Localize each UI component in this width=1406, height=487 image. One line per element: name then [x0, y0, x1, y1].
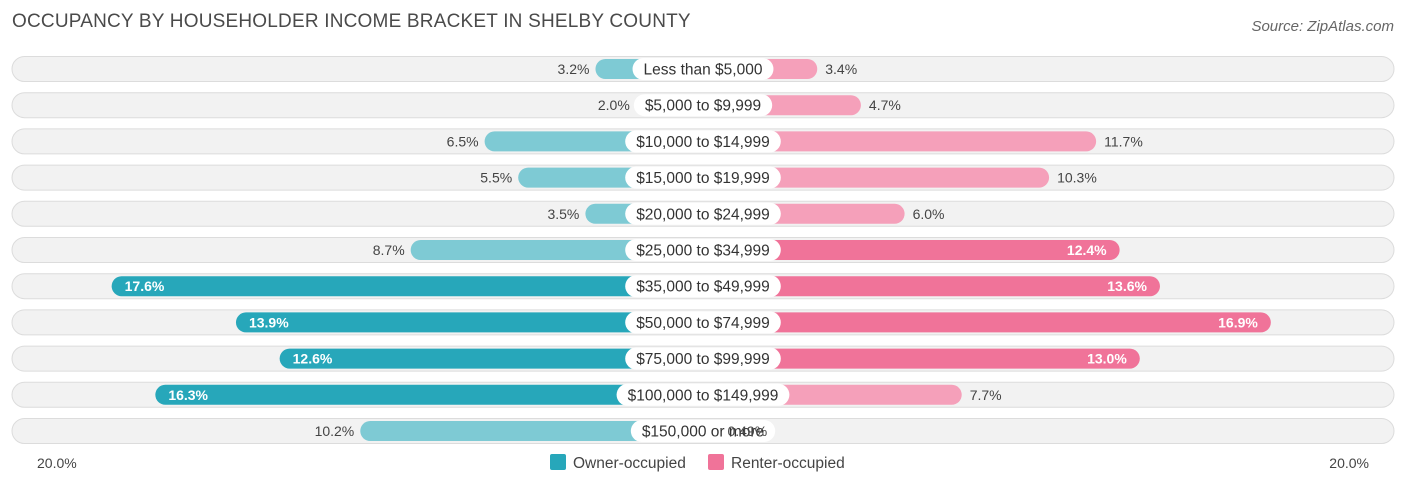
renter-value-label: 10.3%: [1057, 170, 1097, 186]
category-pill: [632, 58, 774, 80]
category-pill: [625, 166, 781, 189]
renter-value-label: 16.9%: [1218, 314, 1258, 330]
owner-value-label: 3.2%: [558, 61, 590, 77]
category-label: $35,000 to $49,999: [636, 279, 770, 296]
legend-swatch-owner: [550, 454, 566, 470]
legend-label-renter: Renter-occupied: [731, 455, 845, 472]
chart-title: OCCUPANCY BY HOUSEHOLDER INCOME BRACKET …: [12, 11, 691, 32]
category-label: $100,000 to $149,999: [628, 387, 779, 404]
renter-value-label: 11.7%: [1104, 133, 1143, 149]
category-pill: [625, 130, 781, 153]
owner-bar: [360, 421, 703, 441]
renter-bar: [703, 240, 1120, 260]
category-pill: [616, 383, 790, 406]
owner-value-label: 6.5%: [447, 133, 479, 149]
renter-bar: [703, 348, 1140, 369]
owner-value-label: 5.5%: [480, 170, 512, 186]
chart-row: $5,000 to $9,999 2.0% 4.7%: [11, 92, 1395, 119]
chart-row: $35,000 to $49,999 17.6% 13.6%: [11, 273, 1395, 300]
axis-label-right: 20.0%: [1329, 455, 1369, 471]
category-label: $5,000 to $9,999: [645, 98, 761, 115]
renter-value-label: 3.4%: [825, 61, 857, 77]
category-pill: [625, 275, 781, 298]
legend-label-owner: Owner-occupied: [573, 455, 686, 472]
category-pill: [625, 202, 781, 225]
renter-bar: [703, 167, 1050, 188]
renter-bar: [703, 312, 1271, 333]
chart-row: $20,000 to $24,999 3.5% 6.0%: [11, 200, 1395, 227]
category-label: $20,000 to $24,999: [636, 206, 770, 223]
renter-value-label: 6.0%: [913, 206, 945, 222]
chart-row: $75,000 to $99,999 12.6% 13.0%: [11, 345, 1395, 372]
chart-row: Less than $5,000 3.2% 3.4%: [11, 56, 1395, 82]
renter-value-label: 0.49%: [727, 423, 767, 439]
owner-bar: [155, 384, 703, 405]
renter-bar: [703, 276, 1160, 297]
category-pill: [630, 420, 776, 442]
owner-value-label: 3.5%: [547, 206, 579, 222]
renter-value-label: 7.7%: [970, 387, 1002, 403]
category-label: $25,000 to $34,999: [636, 243, 770, 260]
renter-value-label: 12.4%: [1067, 242, 1107, 258]
owner-bar: [111, 276, 703, 297]
owner-value-label: 2.0%: [598, 97, 630, 113]
renter-value-label: 13.0%: [1087, 351, 1127, 367]
axis-label-left: 20.0%: [37, 455, 77, 471]
renter-bar: [703, 131, 1097, 152]
owner-value-label: 12.6%: [293, 351, 333, 367]
chart-rows: Less than $5,000 3.2% 3.4% $5,000 to $9,999…: [11, 56, 1395, 444]
legend-swatch-renter: [708, 454, 724, 470]
owner-bar: [235, 312, 703, 333]
legend: Owner-occupied Renter-occupied: [550, 454, 845, 472]
chart-row: $15,000 to $19,999 5.5% 10.3%: [11, 164, 1395, 191]
category-label: Less than $5,000: [644, 62, 763, 79]
category-label: $75,000 to $99,999: [636, 351, 770, 368]
category-label: $150,000 or more: [642, 424, 764, 441]
chart-row: $100,000 to $149,999 16.3% 7.7%: [11, 381, 1395, 408]
chart-row: $10,000 to $14,999 6.5% 11.7%: [11, 128, 1395, 155]
category-pill: [625, 239, 781, 261]
renter-value-label: 13.6%: [1107, 278, 1147, 294]
category-pill: [633, 94, 773, 117]
chart-row: $50,000 to $74,999 13.9% 16.9%: [11, 309, 1395, 336]
category-label: $10,000 to $14,999: [636, 134, 770, 151]
category-pill: [625, 347, 781, 370]
owner-value-label: 8.7%: [373, 242, 405, 258]
chart-row: $25,000 to $34,999 8.7% 12.4%: [11, 237, 1395, 263]
renter-value-label: 4.7%: [869, 97, 901, 113]
owner-value-label: 16.3%: [168, 387, 208, 403]
chart-row: $150,000 or more 10.2% 0.49%: [11, 418, 1395, 444]
owner-bar: [279, 348, 703, 369]
category-label: $50,000 to $74,999: [636, 315, 770, 332]
owner-value-label: 13.9%: [249, 314, 289, 330]
owner-value-label: 10.2%: [315, 423, 355, 439]
chart-source: Source: ZipAtlas.com: [1251, 18, 1394, 35]
category-pill: [625, 311, 781, 334]
owner-value-label: 17.6%: [125, 278, 165, 294]
category-label: $15,000 to $19,999: [636, 170, 770, 187]
